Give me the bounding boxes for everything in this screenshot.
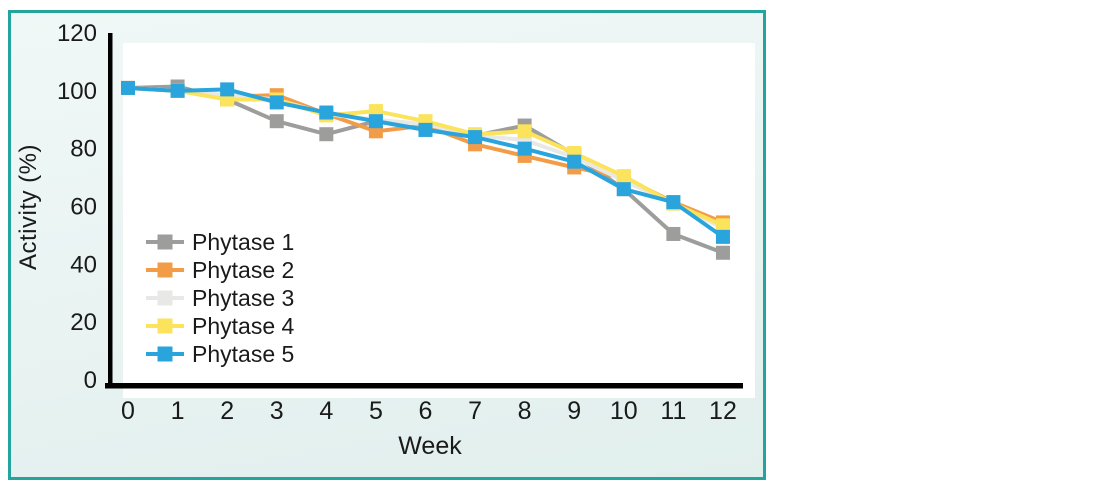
legend-item-phytase-5: Phytase 5 [146,340,294,368]
series-marker-4 [517,124,532,139]
legend-item-phytase-3: Phytase 3 [146,284,294,312]
legend-label: Phytase 3 [192,284,295,311]
y-tick-label: 20 [70,309,97,336]
x-tick-label: 11 [660,397,686,425]
x-axis-line [105,383,743,389]
x-tick-label: 3 [270,397,284,425]
series-marker-5 [616,182,631,197]
x-tick-label: 0 [121,397,135,425]
series-marker-4 [616,169,631,184]
legend-item-phytase-2: Phytase 2 [146,256,294,284]
y-tick-label: 80 [70,136,97,163]
series-marker-4 [715,218,730,233]
series-marker-5 [368,114,383,129]
legend-label: Phytase 4 [192,312,295,339]
series-marker-5 [121,80,135,95]
legend-marker-icon [146,234,184,250]
x-axis-title: Week [398,432,462,460]
x-tick-label: 1 [171,397,185,425]
series-marker-5 [468,130,483,145]
x-tick-label: 9 [567,397,581,425]
x-tick-label: 10 [610,397,638,425]
y-axis-title: Activity (%) [15,144,42,270]
x-tick-label: 6 [419,397,433,425]
legend-marker-icon [146,290,184,306]
x-tick-label: 5 [369,397,383,425]
series-marker-5 [220,82,235,97]
legend-label: Phytase 2 [192,256,295,283]
y-tick-label: 120 [57,20,97,47]
legend-item-phytase-1: Phytase 1 [146,228,294,256]
legend-marker-icon [146,318,184,334]
x-tick-label: 4 [319,397,333,425]
legend-label: Phytase 1 [192,228,295,255]
series-line-4 [127,85,724,228]
y-tick-label: 100 [57,78,97,105]
series-marker-5 [269,95,284,110]
x-tick-label: 12 [709,397,737,425]
series-marker-5 [666,195,681,210]
x-tick-label: 7 [468,397,482,425]
legend-label: Phytase 5 [192,340,295,367]
series-line-3 [127,85,724,230]
series-marker-5 [567,154,582,169]
series-marker-1 [269,114,284,129]
legend: Phytase 1 Phytase 2 Phytase 3 Phytase 4 Phyt… [146,228,294,368]
y-tick-label: 60 [70,194,97,221]
series-marker-5 [319,105,334,120]
x-tick-label: 2 [220,397,234,425]
x-tick-label: 8 [518,397,532,425]
series-marker-1 [715,245,730,260]
series-marker-1 [666,226,681,241]
series-marker-5 [517,141,532,156]
series-marker-5 [170,83,185,98]
y-tick-label: 0 [84,367,97,394]
y-tick-label: 40 [70,251,97,278]
series-marker-5 [418,122,433,137]
y-axis-line [108,33,113,386]
series-marker-5 [715,229,730,244]
series-marker-1 [319,127,334,142]
series-line-5 [127,85,725,239]
legend-item-phytase-4: Phytase 4 [146,312,294,340]
legend-marker-icon [146,346,184,362]
legend-marker-icon [146,262,184,278]
series-line-2 [127,85,724,225]
